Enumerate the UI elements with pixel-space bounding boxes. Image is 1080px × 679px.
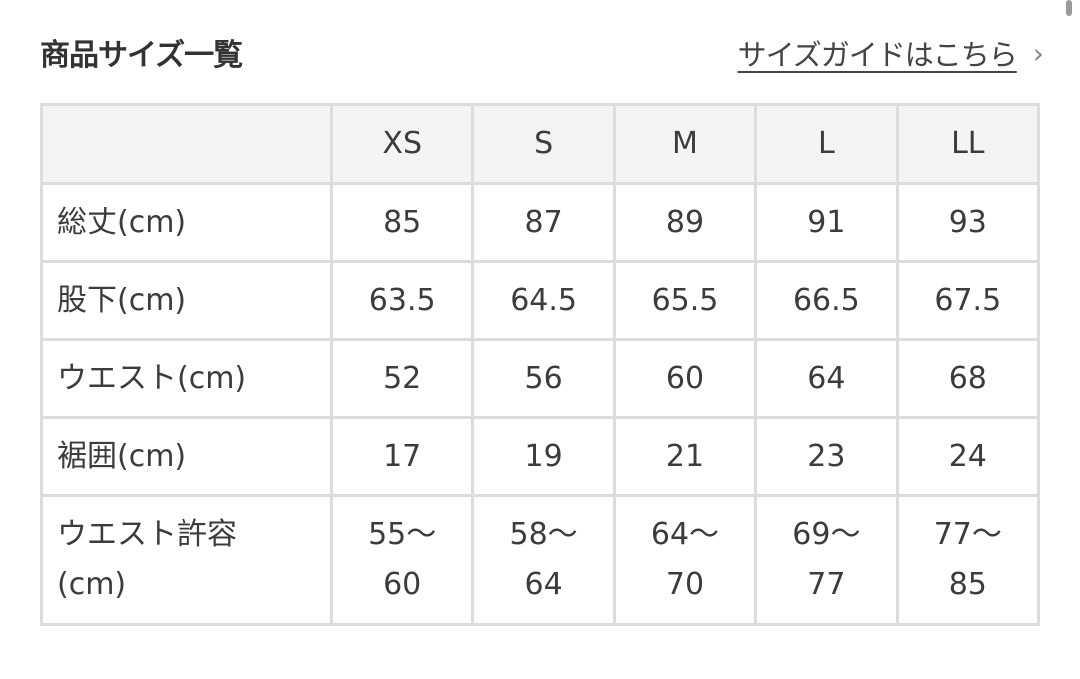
- table-cell: 19: [471, 416, 616, 497]
- page-title: 商品サイズ一覧: [40, 38, 243, 73]
- table-cell: 66.5: [754, 260, 899, 341]
- size-table: XS S M L LL 総丈(cm) 85 87 89 91 93 股下(cm) 63.5 64…: [40, 103, 1041, 626]
- table-row: ウエスト(cm) 52 56 60 64 68: [40, 338, 1041, 419]
- table-cell: 63.5: [329, 260, 475, 341]
- table-cell: 89: [612, 182, 758, 263]
- table-cell: 17: [329, 416, 475, 497]
- table-cell: 91: [754, 182, 899, 263]
- row-label: 股下(cm): [40, 260, 333, 341]
- table-row: 股下(cm) 63.5 64.5 65.5 66.5 67.5: [40, 260, 1041, 341]
- row-label: 裾囲(cm): [40, 416, 333, 497]
- size-guide-link[interactable]: サイズガイドはこちら ›: [738, 32, 1044, 74]
- table-cell: 69〜77: [754, 494, 899, 626]
- table-cell: 56: [471, 338, 616, 419]
- table-cell: 87: [471, 182, 616, 263]
- table-cell: 64〜70: [612, 494, 758, 626]
- size-header: LL: [895, 103, 1041, 185]
- table-row: 総丈(cm) 85 87 89 91 93: [40, 182, 1041, 263]
- table-cell: 85: [329, 182, 475, 263]
- table-cell: 65.5: [612, 260, 758, 341]
- table-cell: 67.5: [895, 260, 1041, 341]
- table-cell: 64: [754, 338, 899, 419]
- size-header: L: [754, 103, 899, 185]
- size-guide-link-text[interactable]: サイズガイドはこちら: [737, 38, 1018, 72]
- table-cell: 58〜64: [471, 494, 616, 626]
- table-cell: 64.5: [471, 260, 616, 341]
- scrollbar[interactable]: [1066, 0, 1072, 16]
- corner-cell: [40, 103, 333, 185]
- row-label: ウエスト許容(cm): [40, 494, 333, 626]
- size-header: XS: [329, 103, 475, 185]
- row-label: 総丈(cm): [40, 182, 333, 263]
- size-header: M: [612, 103, 758, 185]
- size-header-row: XS S M L LL: [40, 103, 1041, 185]
- table-cell: 23: [754, 416, 899, 497]
- table-cell: 68: [895, 338, 1041, 419]
- chevron-right-icon: ›: [1032, 36, 1044, 70]
- table-cell: 55〜60: [329, 494, 475, 626]
- table-cell: 77〜85: [895, 494, 1041, 626]
- table-row: ウエスト許容(cm) 55〜60 58〜64 64〜70 69〜77 77〜85: [40, 494, 1041, 626]
- table-row: 裾囲(cm) 17 19 21 23 24: [40, 416, 1041, 497]
- size-header: S: [471, 103, 616, 185]
- table-cell: 60: [612, 338, 758, 419]
- table-cell: 93: [895, 182, 1041, 263]
- table-cell: 52: [329, 338, 475, 419]
- table-cell: 24: [895, 416, 1041, 497]
- table-cell: 21: [612, 416, 758, 497]
- row-label: ウエスト(cm): [40, 338, 333, 419]
